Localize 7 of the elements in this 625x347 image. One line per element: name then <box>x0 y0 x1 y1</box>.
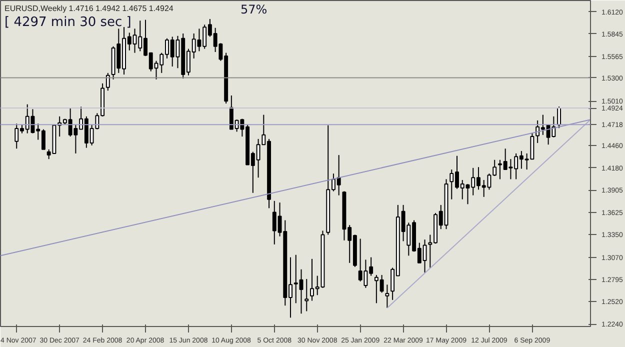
annotation: [ 4297 min 30 sec ] <box>4 15 132 30</box>
candlestick <box>385 284 390 308</box>
candlestick <box>304 278 309 312</box>
candlestick <box>106 72 110 92</box>
candlestick <box>557 106 562 129</box>
text: EURUSD,Weekly 1.4716 1.4942 1.4675 1.4924 <box>4 4 174 13</box>
annotation: 57% <box>240 2 268 16</box>
